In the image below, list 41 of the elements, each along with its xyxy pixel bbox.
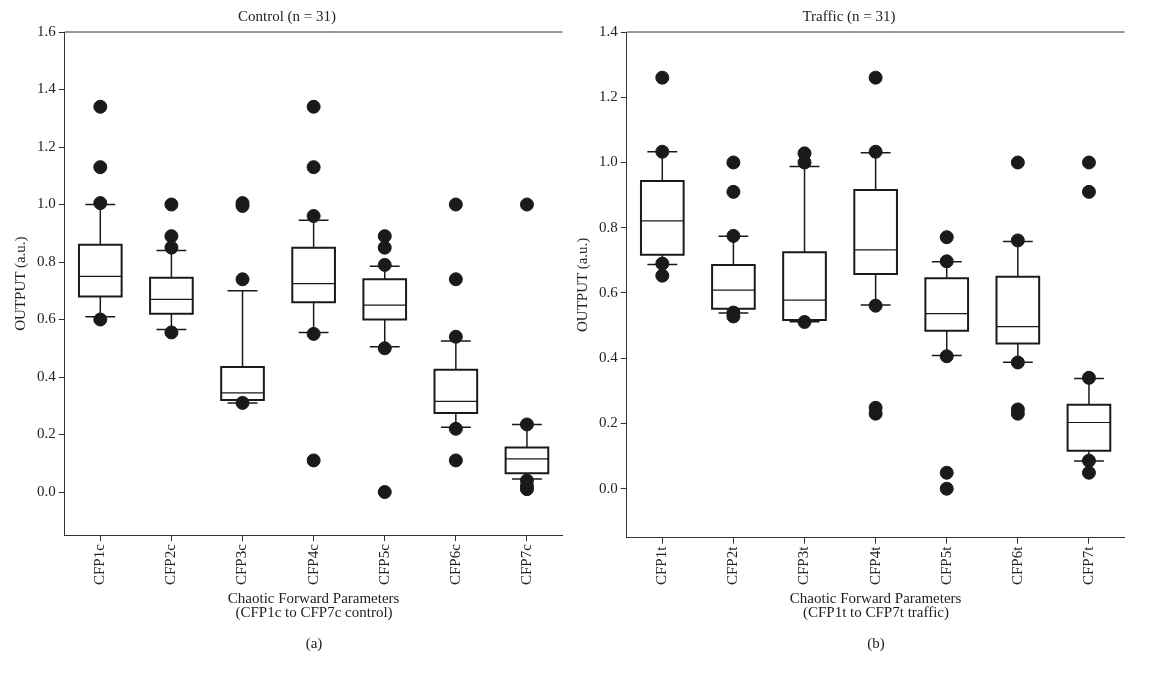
x-tick-label: CFP5c xyxy=(375,543,392,586)
y-axis-title: OUTPUT (a.u.) xyxy=(11,236,29,331)
y-tick-label: 0.2 xyxy=(599,414,618,431)
x-tick-label: CFP4c xyxy=(304,543,321,586)
x-tick-label: CFP3t xyxy=(795,545,812,585)
x-tick-label: CFP5t xyxy=(937,545,954,585)
chart-title: Traffic (n = 31) xyxy=(802,7,896,25)
text: (CFP1c to CFP7c control) xyxy=(234,604,393,621)
y-tick-label: 0.2 xyxy=(37,425,56,442)
x-tick-label: CFP1t xyxy=(653,545,670,585)
y-tick-label: 1.0 xyxy=(599,153,618,170)
x-tick-label: CFP7c xyxy=(517,543,534,586)
x-tick-label: CFP1c xyxy=(91,543,108,586)
x-tick-label: CFP3c xyxy=(233,543,250,586)
y-tick-label: 0.8 xyxy=(37,252,56,269)
y-tick-label: 1.4 xyxy=(599,22,619,39)
text: (b) xyxy=(866,635,885,652)
y-tick-label: 0.6 xyxy=(599,283,619,300)
y-axis-title: OUTPUT (a.u.) xyxy=(573,237,591,332)
x-tick-label: CFP4t xyxy=(866,545,883,585)
y-tick-label: 1.0 xyxy=(37,195,56,212)
x-tick-label: CFP6t xyxy=(1008,545,1025,585)
y-tick-label: 1.2 xyxy=(599,88,618,105)
x-tick-label: CFP2c xyxy=(162,543,179,586)
y-tick-label: 0.0 xyxy=(599,479,618,496)
x-axis-title: Chaotic Forward Parameters xyxy=(789,589,962,606)
y-tick-label: 0.4 xyxy=(37,367,57,384)
text: (a) xyxy=(304,635,323,652)
x-axis-title: Chaotic Forward Parameters xyxy=(227,589,400,606)
y-tick-label: 1.4 xyxy=(37,80,57,97)
x-tick-label: CFP7t xyxy=(1079,545,1096,585)
x-tick-label: CFP6c xyxy=(446,543,463,586)
x-tick-label: CFP2t xyxy=(724,545,741,585)
y-tick-label: 0.0 xyxy=(37,482,56,499)
y-tick-label: 0.6 xyxy=(37,310,57,327)
y-tick-label: 0.4 xyxy=(599,349,619,366)
chart-title: Control (n = 31) xyxy=(237,7,337,25)
y-tick-label: 1.6 xyxy=(37,22,57,39)
text: (CFP1t to CFP7t traffic) xyxy=(802,604,949,621)
y-tick-label: 1.2 xyxy=(37,137,56,154)
y-tick-label: 0.8 xyxy=(599,218,618,235)
